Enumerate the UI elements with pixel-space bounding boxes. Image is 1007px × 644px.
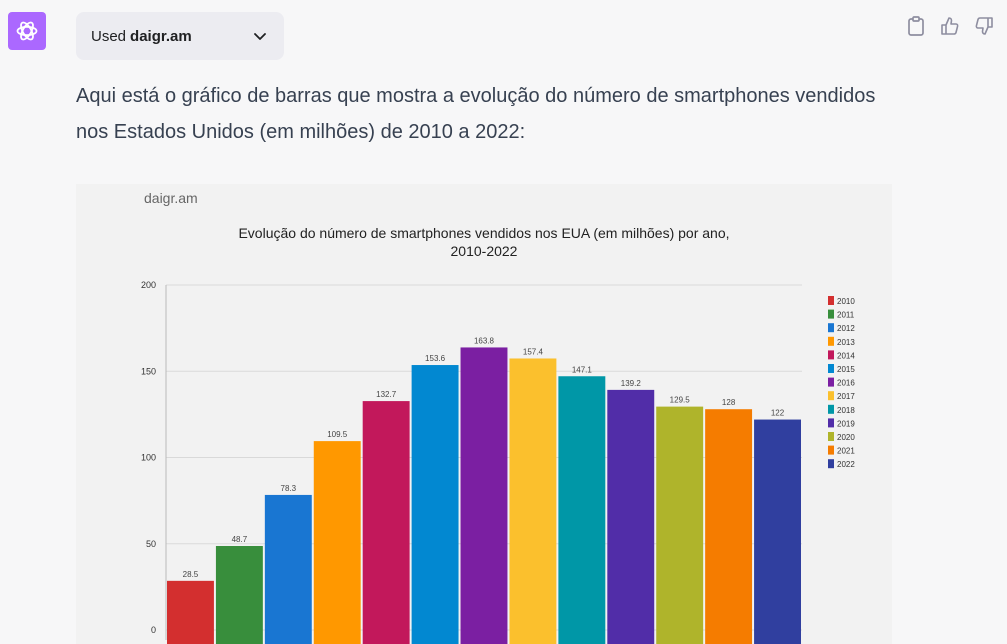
openai-logo-icon [16,21,38,41]
legend-swatch [828,445,834,455]
plugin-used-label: Used [91,27,127,45]
bar-2018 [558,376,606,644]
legend-label: 2022 [837,460,855,469]
data-label: 153.6 [425,354,446,363]
bar-2010 [167,580,214,644]
chart-card: 0 50 100 150 200 28.5 48.7 78.3 109.5 132.7 153.6 1… [76,184,892,644]
data-label: 78.3 [281,484,297,493]
data-label: 109.5 [327,430,348,439]
bar-2019 [607,389,655,644]
legend-label: 2012 [837,324,855,333]
chevron-down-icon [252,28,268,44]
legend-swatch [828,350,834,360]
assistant-avatar [8,12,46,50]
bar-2020 [656,406,704,644]
clipboard-icon[interactable] [904,14,928,38]
chart-title: Evolução do número de smartphones vendid… [184,224,784,260]
data-label: 128 [722,398,736,407]
legend-label: 2016 [837,379,855,388]
assistant-message-text: Aqui está o gráfico de barras que mostra… [76,85,876,143]
bar-2022 [754,419,801,644]
data-label: 129.5 [670,396,691,405]
bar-2016 [460,347,508,644]
y-tick-label: 100 [141,453,156,463]
bar-2012 [264,494,312,644]
data-label: 122 [771,409,785,418]
bar-2021 [705,409,753,644]
legend-swatch [828,418,834,428]
legend-swatch [828,377,834,387]
legend-swatch [828,404,834,414]
legend-label: 2018 [837,406,855,415]
bar-chart: 0 50 100 150 200 28.5 48.7 78.3 109.5 132.7 153.6 1… [141,280,855,644]
bar-2014 [362,401,410,644]
y-tick-label: 200 [141,280,156,290]
data-label: 163.8 [474,336,495,345]
legend-label: 2011 [837,311,855,320]
legend-label: 2014 [837,351,855,360]
legend-label: 2021 [837,447,855,456]
legend-swatch [828,432,834,441]
data-label: 157.4 [523,347,544,356]
bar-2017 [509,358,557,644]
data-label: 28.5 [183,570,199,579]
y-tick-label: 50 [146,539,156,549]
legend-swatch [828,364,834,373]
bar-2013 [313,441,361,644]
legend-swatch [828,296,834,305]
plugin-name: daigr.am [130,27,192,45]
legend-swatch [828,323,834,333]
legend-swatch [828,309,834,319]
legend-label: 2015 [837,365,855,374]
thumbs-up-icon[interactable] [938,14,962,38]
bar-2011 [215,545,263,644]
legend-label: 2013 [837,338,855,347]
bar-2015 [411,365,459,644]
legend-label: 2017 [837,392,855,401]
message-actions [904,14,996,38]
y-tick-label: 0 [151,625,156,635]
chart-title-line-1: Evolução do número de smartphones vendid… [238,225,730,241]
data-label: 147.1 [572,365,593,374]
legend-label: 2010 [837,297,855,306]
plugin-used-toggle[interactable]: Used daigr.am [76,12,284,60]
data-label: 132.7 [376,390,397,399]
y-tick-label: 150 [141,366,156,376]
legend-label: 2020 [837,433,855,442]
thumbs-down-icon[interactable] [972,14,996,38]
data-label: 139.2 [621,379,642,388]
chart-title-line-2: 2010-2022 [450,243,518,259]
legend-label: 2019 [837,419,855,428]
data-label: 48.7 [232,535,248,544]
legend-swatch [828,336,834,346]
chart-brand: daigr.am [144,190,198,206]
legend-swatch [828,391,834,401]
legend-swatch [828,459,834,469]
